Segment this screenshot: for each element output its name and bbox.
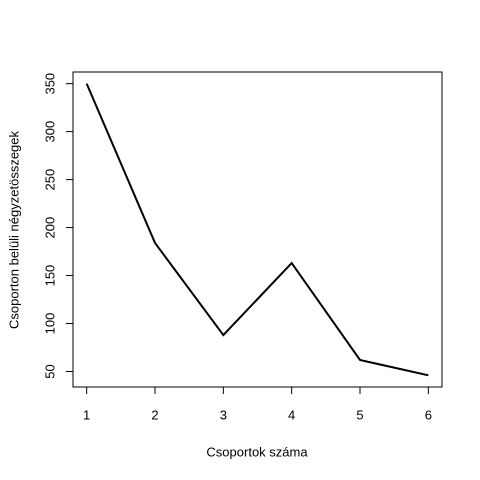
x-axis-label: Csoportok száma xyxy=(206,444,308,459)
data-line xyxy=(85,83,429,377)
x-tick-label: 1 xyxy=(83,407,90,422)
y-tick-label: 100 xyxy=(42,313,57,335)
x-tick-label: 4 xyxy=(288,407,295,422)
y-tick-label: 250 xyxy=(42,169,57,191)
y-tick-label: 150 xyxy=(42,265,57,287)
y-tick-label: 200 xyxy=(42,217,57,239)
plot-box xyxy=(72,71,443,388)
y-tick-label: 300 xyxy=(42,121,57,143)
y-tick-label: 50 xyxy=(42,364,57,378)
y-axis-label: Csoporton belüli négyzetösszegek xyxy=(6,130,21,329)
x-tick-label: 3 xyxy=(220,407,227,422)
x-tick-label: 5 xyxy=(356,407,363,422)
x-tick-label: 2 xyxy=(151,407,158,422)
x-tick-label: 6 xyxy=(425,407,432,422)
y-tick-label: 350 xyxy=(42,73,57,95)
